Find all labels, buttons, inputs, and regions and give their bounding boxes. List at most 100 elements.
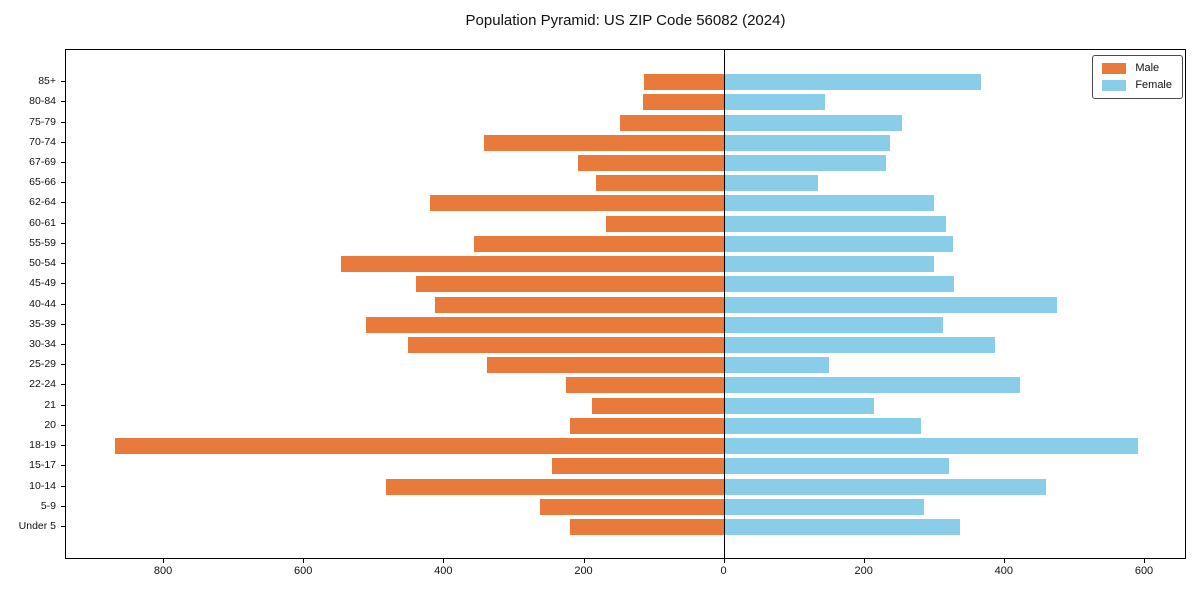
x-tick <box>163 559 165 563</box>
y-tick <box>61 323 65 325</box>
y-tick <box>61 344 65 345</box>
bar-male-50-54 <box>340 256 725 272</box>
bar-female-30-34 <box>724 337 995 353</box>
bar-female-35-39 <box>724 316 944 333</box>
x-tick-label: 200 <box>854 565 873 577</box>
bar-female-5-9 <box>724 498 924 515</box>
bar-female-20 <box>724 417 921 434</box>
y-tick <box>61 526 65 527</box>
y-tick-label-25-29: 25-29 <box>29 358 56 371</box>
bar-female-18-19 <box>724 438 1138 455</box>
y-tick-label-40-44: 40-44 <box>29 297 56 310</box>
y-tick-label-18-19: 18-19 <box>29 439 56 452</box>
y-tick <box>61 161 65 163</box>
y-tick <box>61 283 65 285</box>
bar-male-60-61 <box>605 215 725 232</box>
zero-axis-line <box>723 50 726 558</box>
bar-male-62-64 <box>430 195 725 212</box>
y-tick-label-70-74: 70-74 <box>29 135 56 148</box>
bar-female-22-24 <box>724 377 1020 394</box>
y-tick <box>61 465 65 467</box>
bar-male-70-74 <box>483 134 725 151</box>
y-tick <box>61 424 65 426</box>
y-tick-label-50-54: 50-54 <box>29 257 56 269</box>
bar-female-65-66 <box>724 175 819 192</box>
x-tick-label: 0 <box>720 565 727 577</box>
x-tick-label: 600 <box>294 565 313 577</box>
y-tick-label-85+: 85+ <box>38 75 56 87</box>
y-tick <box>61 364 65 366</box>
y-tick <box>61 384 65 386</box>
y-tick-label-45-49: 45-49 <box>29 277 56 290</box>
y-tick <box>61 182 65 184</box>
legend-entry-female: Female <box>1102 80 1172 91</box>
y-tick-label-65-66: 65-66 <box>29 176 56 189</box>
bar-female-85+ <box>724 74 981 90</box>
bar-female-75-79 <box>724 114 902 131</box>
x-tick-label: 200 <box>574 565 593 577</box>
male-color-swatch <box>1102 63 1127 74</box>
y-tick-label-35-39: 35-39 <box>29 317 56 330</box>
bar-female-62-64 <box>724 195 935 212</box>
bar-female-21 <box>724 397 875 414</box>
bar-male-35-39 <box>365 316 725 333</box>
y-tick-label-80-84: 80-84 <box>29 95 56 108</box>
chart-title: Population Pyramid: US ZIP Code 56082 (2… <box>465 12 786 29</box>
bar-male-5-9 <box>539 498 725 515</box>
y-tick <box>61 222 65 224</box>
y-tick <box>61 263 65 264</box>
y-tick <box>61 505 65 507</box>
bar-female-70-74 <box>724 134 890 151</box>
bar-female-80-84 <box>724 94 826 111</box>
bar-male-22-24 <box>566 377 725 394</box>
bar-male-85+ <box>644 74 725 90</box>
y-tick <box>61 101 65 103</box>
y-tick <box>61 141 65 143</box>
bar-male-80-84 <box>642 94 725 111</box>
y-tick <box>61 81 65 82</box>
x-tick <box>443 559 445 563</box>
x-tick <box>1003 559 1005 563</box>
y-tick-label-67-69: 67-69 <box>29 155 56 168</box>
bar-male-30-34 <box>407 337 725 353</box>
x-tick-label: 400 <box>434 565 453 577</box>
bar-female-60-61 <box>724 215 946 232</box>
y-tick-label-15-17: 15-17 <box>29 459 56 472</box>
bar-male-65-66 <box>595 175 725 192</box>
y-tick <box>61 202 65 204</box>
bar-male-25-29 <box>487 357 725 374</box>
bar-female-10-14 <box>724 478 1047 495</box>
bar-female-67-69 <box>724 154 886 171</box>
bar-male-67-69 <box>577 154 725 171</box>
y-tick-label-10-14: 10-14 <box>29 479 56 492</box>
x-tick <box>863 559 865 563</box>
y-tick <box>61 303 65 305</box>
y-tick-label-21: 21 <box>44 398 56 411</box>
y-tick-label-30-34: 30-34 <box>29 338 56 350</box>
y-tick-label-55-59: 55-59 <box>29 236 56 249</box>
bar-male-45-49 <box>416 276 725 293</box>
x-tick-label: 400 <box>994 565 1013 577</box>
bar-female-50-54 <box>724 256 935 272</box>
x-tick <box>723 559 725 563</box>
x-tick <box>303 559 305 563</box>
x-tick-label: 800 <box>153 565 173 577</box>
y-tick <box>61 121 65 123</box>
y-tick-label-62-64: 62-64 <box>29 196 56 209</box>
bar-female-25-29 <box>724 357 829 374</box>
y-tick <box>61 445 65 447</box>
y-tick <box>61 485 65 487</box>
bar-male-75-79 <box>619 114 725 131</box>
y-tick-label-5-9: 5-9 <box>40 499 56 512</box>
legend-entry-male: Male <box>1102 63 1172 74</box>
legend: Male Female <box>1092 55 1183 99</box>
bar-male-10-14 <box>386 478 725 495</box>
bar-male-21 <box>591 397 725 414</box>
y-tick-label-20: 20 <box>44 418 56 431</box>
legend-label-male: Male <box>1135 62 1160 74</box>
y-tick-label-Under 5: Under 5 <box>18 520 56 532</box>
bar-female-45-49 <box>724 276 954 293</box>
y-tick-label-60-61: 60-61 <box>29 216 56 229</box>
bar-female-15-17 <box>724 458 949 475</box>
female-color-swatch <box>1102 80 1127 91</box>
